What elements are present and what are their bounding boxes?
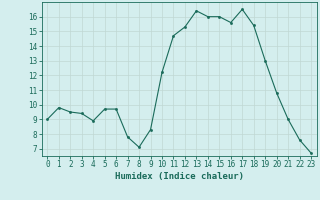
X-axis label: Humidex (Indice chaleur): Humidex (Indice chaleur) [115,172,244,181]
